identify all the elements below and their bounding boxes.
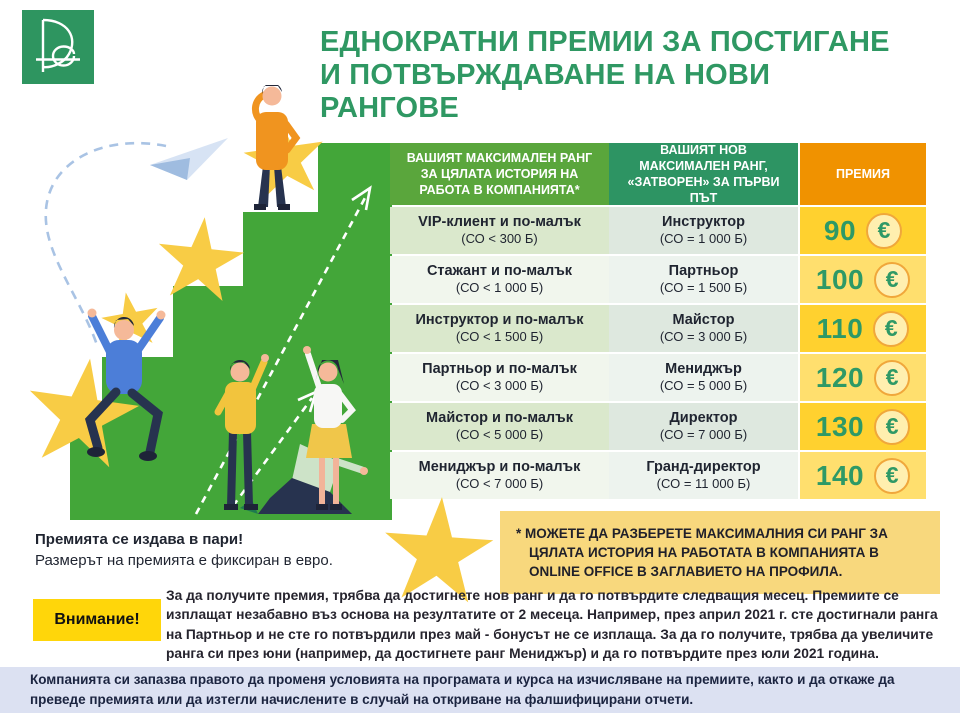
table-cell: Инструктор и по-малък (СО < 1 500 Б) xyxy=(390,305,609,352)
cash-note: Премията се издава в пари! Размерът на п… xyxy=(35,529,333,571)
column-header-premium: ПРЕМИЯ xyxy=(800,143,926,205)
euro-coin-icon: € xyxy=(874,261,911,298)
asterisk-note-box: * МОЖЕТЕ ДА РАЗБЕРЕТЕ МАКСИМАЛНИЯ СИ РАН… xyxy=(500,511,940,595)
logo-de-monogram-icon xyxy=(36,18,80,72)
cash-note-bold: Премията се издава в пари! xyxy=(35,531,244,548)
premium-cell: 110 € xyxy=(800,305,926,352)
stairs-illustration xyxy=(20,85,392,520)
cash-note-regular: Размерът на премията е фиксиран в евро. xyxy=(35,552,333,569)
euro-coin-icon: € xyxy=(866,212,903,249)
euro-coin-icon: € xyxy=(873,310,910,347)
person-yellow-shirt xyxy=(214,354,269,510)
premium-cell: 100 € xyxy=(800,256,926,303)
table-cell: Мениджър и по-малък (СО < 7 000 Б) xyxy=(390,452,609,499)
person-yellow-skirt-woman xyxy=(303,346,356,510)
page-title: ЕДНОКРАТНИ ПРЕМИИ ЗА ПОСТИГАНЕ И ПОТВЪРЖ… xyxy=(320,26,940,125)
table-cell: Партньор и по-малък (СО < 3 000 Б) xyxy=(390,354,609,401)
table-cell: Стажант и по-малък (СО < 1 000 Б) xyxy=(390,256,609,303)
star-icon xyxy=(385,497,494,603)
paper-plane-path-icon xyxy=(44,138,228,346)
table-cell: Майстор и по-малък (СО < 5 000 Б) xyxy=(390,403,609,450)
column-header-old-rank: ВАШИЯТ МАКСИМАЛЕН РАНГ ЗА ЦЯЛАТА ИСТОРИЯ… xyxy=(390,143,609,205)
table-column-old-rank: ВАШИЯТ МАКСИМАЛЕН РАНГ ЗА ЦЯЛАТА ИСТОРИЯ… xyxy=(390,143,609,499)
company-logo xyxy=(22,10,94,84)
title-line: ЕДНОКРАТНИ ПРЕМИИ ЗА ПОСТИГАНЕ xyxy=(320,26,890,58)
table-cell: VIP-клиент и по-малък (СО < 300 Б) xyxy=(390,207,609,254)
stairs-shape xyxy=(70,143,392,520)
premium-cell: 140 € xyxy=(800,452,926,499)
footer-bar: Компанията си запазва правото да променя… xyxy=(0,667,960,713)
warning-badge: Внимание! xyxy=(33,599,161,641)
premium-cell: 120 € xyxy=(800,354,926,401)
euro-coin-icon: € xyxy=(874,408,911,445)
title-line: РАНГОВЕ xyxy=(320,92,459,124)
table-cell: Майстор (СО = 3 000 Б) xyxy=(609,305,798,352)
person-blue-jumping xyxy=(84,308,166,461)
table-column-premium: ПРЕМИЯ 90 € 100 € 110 € 120 € 130 € 140 € xyxy=(800,143,926,499)
column-header-new-rank: ВАШИЯТ НОВ МАКСИМАЛЕН РАНГ, «ЗАТВОРЕН» З… xyxy=(609,143,798,205)
table-cell: Мениджър (СО = 5 000 Б) xyxy=(609,354,798,401)
title-line: И ПОТВЪРЖДАВАНЕ НА НОВИ xyxy=(320,59,771,91)
table-cell: Гранд-директор (СО = 11 000 Б) xyxy=(609,452,798,499)
asterisk-note-text: * МОЖЕТЕ ДА РАЗБЕРЕТЕ МАКСИМАЛНИЯ СИ РАН… xyxy=(516,526,888,580)
table-cell: Директор (СО = 7 000 Б) xyxy=(609,403,798,450)
warning-text: За да получите премия, трябва да достигн… xyxy=(166,588,938,661)
footer-text: Компанията си запазва правото да променя… xyxy=(30,672,895,707)
table-cell: Инструктор (СО = 1 000 Б) xyxy=(609,207,798,254)
table-column-new-rank: ВАШИЯТ НОВ МАКСИМАЛЕН РАНГ, «ЗАТВОРЕН» З… xyxy=(609,143,798,499)
person-orange-shirt xyxy=(252,85,301,210)
euro-coin-icon: € xyxy=(874,359,911,396)
premium-cell: 90 € xyxy=(800,207,926,254)
euro-coin-icon: € xyxy=(874,457,911,494)
premium-cell: 130 € xyxy=(800,403,926,450)
table-cell: Партньор (СО = 1 500 Б) xyxy=(609,256,798,303)
